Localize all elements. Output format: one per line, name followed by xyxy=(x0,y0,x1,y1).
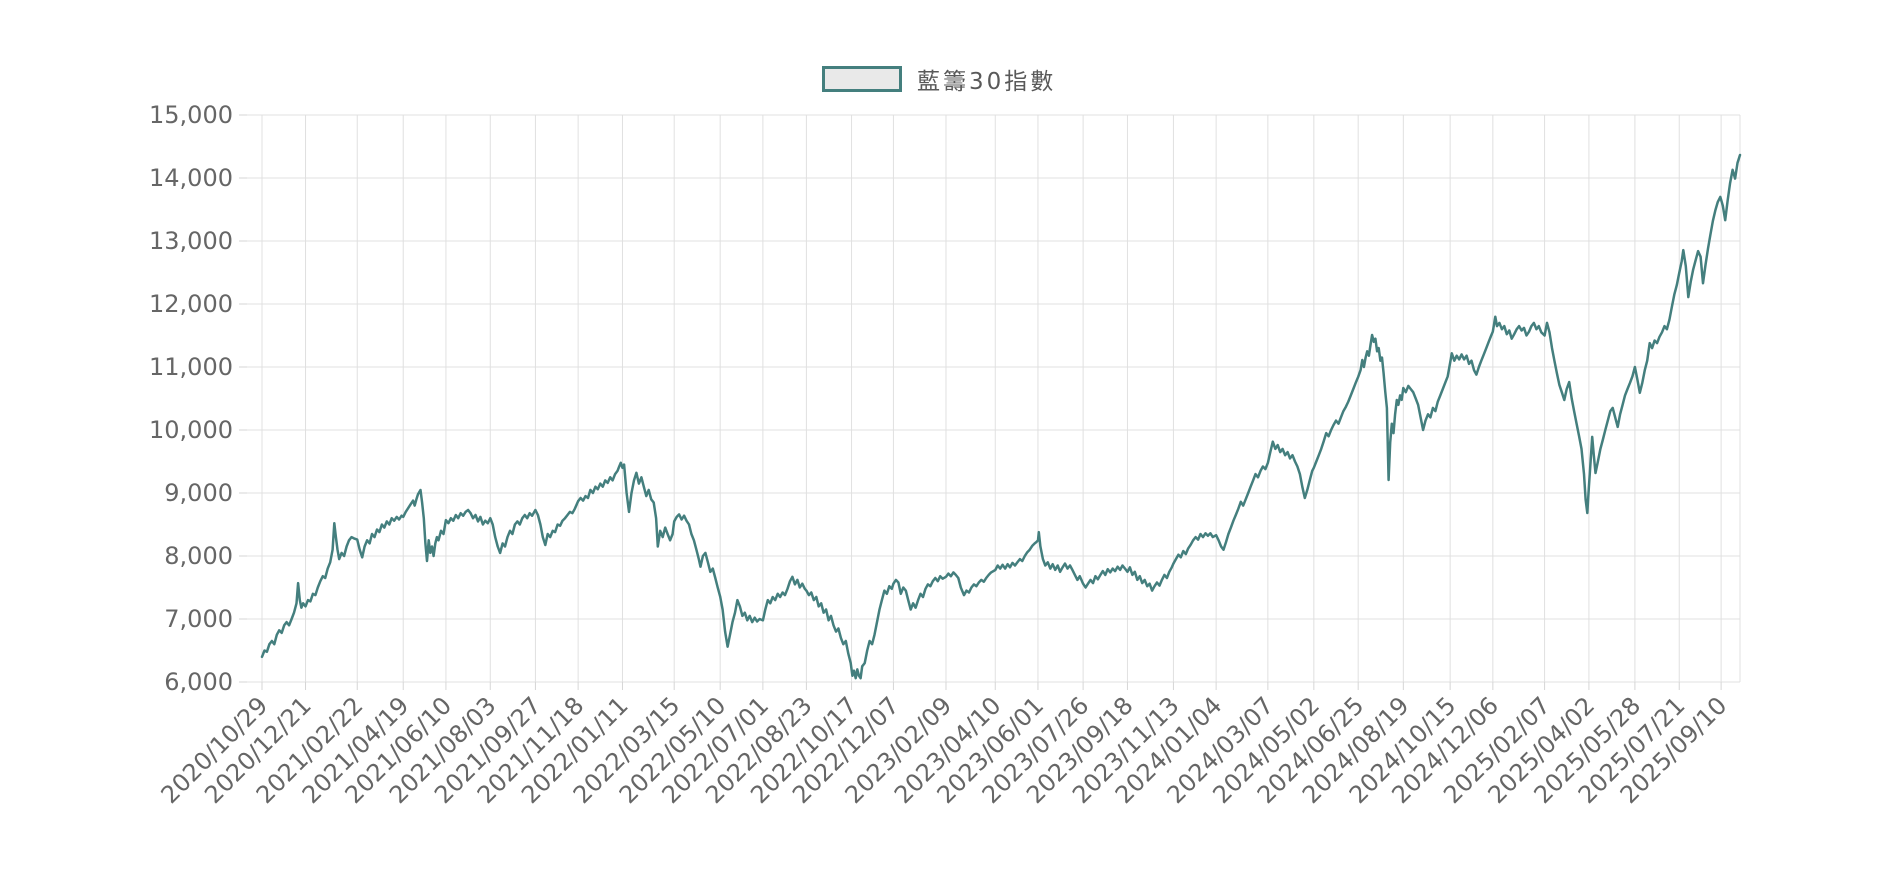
y-axis-label: 7,000 xyxy=(164,605,233,633)
y-axis-label: 13,000 xyxy=(149,227,233,255)
y-axis-label: 11,000 xyxy=(149,353,233,381)
y-axis-label: 12,000 xyxy=(149,290,233,318)
y-axis-label: 15,000 xyxy=(149,101,233,129)
y-axis-label: 9,000 xyxy=(164,479,233,507)
series-line[interactable] xyxy=(260,153,1742,680)
y-axis-label: 14,000 xyxy=(149,164,233,192)
y-axis-label: 8,000 xyxy=(164,542,233,570)
legend-swatch-icon xyxy=(822,66,902,92)
legend-item[interactable]: 藍籌30指數 xyxy=(822,62,1056,96)
y-axis-label: 6,000 xyxy=(164,668,233,696)
y-axis-label: 10,000 xyxy=(149,416,233,444)
legend-label: 藍籌30指數 xyxy=(917,69,1057,95)
